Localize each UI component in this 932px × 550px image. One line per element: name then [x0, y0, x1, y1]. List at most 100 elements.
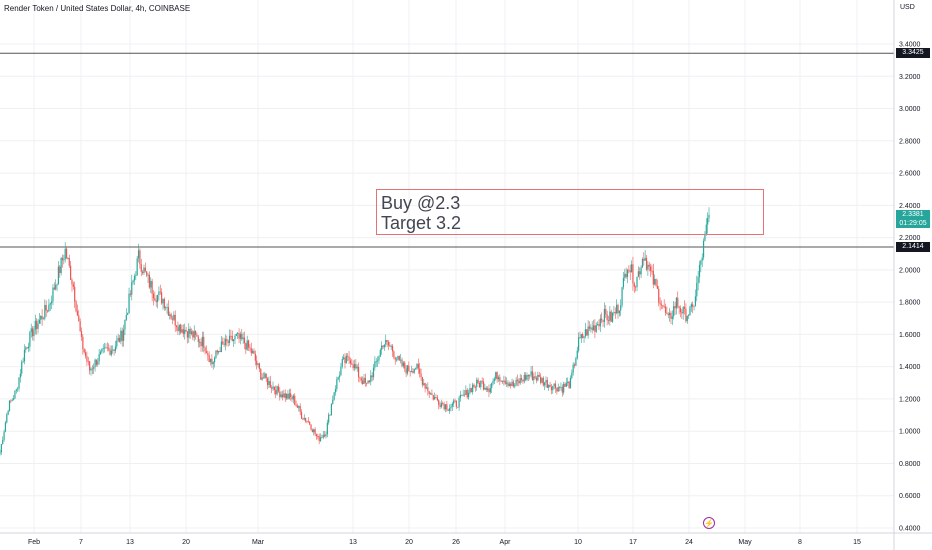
candle-body: [317, 436, 319, 437]
candle-body: [295, 404, 297, 406]
candle-body: [658, 288, 660, 303]
candle-body: [506, 382, 508, 384]
candle-body: [155, 300, 157, 303]
candle-body: [182, 329, 184, 334]
candle-body: [151, 280, 153, 294]
candle-body: [688, 315, 690, 317]
candle-body: [353, 364, 356, 369]
candle-body: [147, 274, 149, 276]
candle-body: [167, 307, 170, 316]
candle-body: [511, 381, 513, 386]
candle-body: [592, 325, 595, 330]
candle-body: [193, 331, 195, 338]
candle-body: [337, 377, 339, 380]
candle-body: [652, 270, 654, 285]
candle-body: [238, 333, 240, 339]
candle-body: [565, 383, 567, 387]
candle-body: [548, 384, 550, 388]
candle-body: [121, 330, 123, 341]
candle-body: [165, 307, 167, 309]
candle-body: [292, 395, 294, 400]
annotation-target-text: Target 3.2: [381, 213, 462, 233]
candle-body: [299, 406, 301, 412]
candle-body: [560, 386, 562, 388]
candle-body: [360, 378, 362, 381]
candle-body: [645, 257, 648, 270]
candle-body: [98, 354, 100, 362]
candle-body: [26, 347, 28, 349]
candle-body: [597, 324, 599, 326]
candle-body: [408, 365, 410, 372]
candle-body: [421, 376, 424, 385]
candle-body: [173, 314, 175, 320]
candle-body: [7, 410, 9, 415]
candle-body: [621, 287, 623, 306]
candle-body: [557, 386, 559, 392]
candle-body: [690, 304, 692, 308]
candle-body: [22, 361, 24, 363]
candle-body: [220, 341, 222, 352]
candle-body: [507, 382, 509, 386]
candle-body: [76, 311, 79, 316]
candle-body: [489, 388, 491, 393]
candle-body: [281, 394, 284, 398]
candle-body: [291, 396, 293, 400]
candle-body: [347, 355, 349, 357]
candle-body: [465, 389, 467, 396]
candle-body: [200, 341, 202, 347]
trade-annotation-box[interactable]: Buy @2.3 Target 3.2: [376, 189, 764, 235]
candle-body: [401, 359, 403, 367]
candle-body: [21, 362, 23, 374]
candle-body: [379, 349, 381, 357]
candle-body: [664, 306, 667, 313]
candle-body: [246, 340, 248, 350]
candle-body: [34, 320, 36, 330]
candle-body: [415, 368, 417, 370]
current-price-tag: 2.3381 01:29:05: [896, 210, 930, 228]
candle-body: [700, 260, 702, 265]
candle-body: [616, 304, 618, 314]
lightning-icon[interactable]: ⚡: [703, 517, 715, 529]
candle-body: [482, 381, 485, 390]
candle-body: [480, 380, 482, 388]
candle-body: [372, 367, 375, 378]
x-tick-label: 15: [853, 539, 861, 546]
candle-body: [643, 259, 645, 261]
candle-body: [212, 362, 214, 365]
candle-body: [702, 240, 705, 258]
candle-body: [178, 324, 180, 332]
candle-body: [363, 377, 365, 384]
candle-body: [254, 353, 256, 361]
candle-body: [362, 380, 364, 384]
candle-body: [65, 248, 68, 259]
candle-body: [305, 417, 307, 422]
candle-body: [434, 397, 436, 400]
candle-body: [272, 386, 274, 389]
candle-body: [419, 368, 421, 374]
candle-body: [110, 350, 112, 355]
candle-body: [245, 343, 247, 350]
chart-title: Render Token / United States Dollar, 4h,…: [4, 4, 191, 13]
candle-body: [628, 269, 630, 271]
candle-body: [192, 331, 194, 338]
candle-body: [492, 380, 494, 384]
candle-body: [128, 293, 130, 314]
candle-body: [12, 398, 15, 400]
candle-body: [537, 374, 539, 381]
candle-body: [106, 347, 108, 349]
candle-body: [71, 279, 73, 285]
candle-body: [406, 365, 409, 374]
candle-body: [310, 424, 312, 430]
candle-body: [439, 404, 441, 407]
candle-body: [314, 429, 316, 435]
candle-body: [156, 295, 159, 303]
candle-body: [188, 328, 190, 338]
candle-body: [341, 359, 343, 367]
candle-body: [587, 326, 589, 336]
candle-body: [667, 314, 669, 316]
candle-body: [613, 312, 615, 314]
candle-body: [579, 337, 581, 339]
candle-body: [666, 312, 668, 315]
candle-body: [469, 388, 471, 393]
